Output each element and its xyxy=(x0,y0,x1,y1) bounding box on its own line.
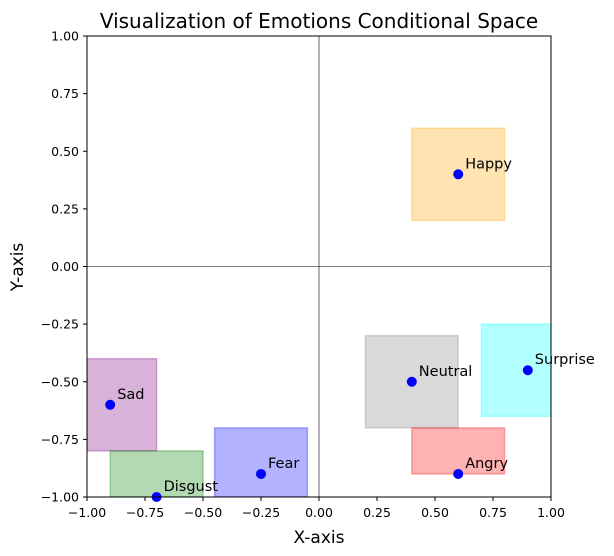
x-tick-label: 0.25 xyxy=(363,505,391,520)
x-tick-label: −0.75 xyxy=(126,505,164,520)
y-tick-label: −0.50 xyxy=(41,374,79,389)
x-tick-label: −1.00 xyxy=(68,505,106,520)
x-tick-label: 0.75 xyxy=(479,505,507,520)
x-tick-label: −0.50 xyxy=(184,505,222,520)
region-fear xyxy=(213,427,309,497)
region-neutral xyxy=(364,334,459,429)
chart-title: Visualization of Emotions Conditional Sp… xyxy=(100,9,538,33)
y-tick-label: −0.75 xyxy=(41,432,79,447)
plot-area: Happy Sad Disgust Fear Neutral Surprise Angry −… xyxy=(41,29,595,521)
region-disgust xyxy=(109,450,204,497)
plot-inner xyxy=(87,36,551,497)
region-angry xyxy=(411,427,506,475)
y-tick-label: −0.25 xyxy=(41,317,79,332)
region-sad xyxy=(87,357,158,452)
point-sad xyxy=(105,399,116,410)
x-tick-label: −0.25 xyxy=(242,505,280,520)
point-label-fear: Fear xyxy=(268,456,299,472)
x-axis-label: X-axis xyxy=(294,528,345,548)
region-surprise xyxy=(480,323,551,418)
y-tick-label: 0.00 xyxy=(51,259,79,274)
x-tick-label: 1.00 xyxy=(537,505,565,520)
point-angry xyxy=(453,468,464,479)
y-tick-label: −1.00 xyxy=(41,490,79,505)
y-tick-label: 0.75 xyxy=(51,86,79,101)
point-label-surprise: Surprise xyxy=(535,352,595,368)
y-axis-label: Y-axis xyxy=(8,243,28,293)
point-happy xyxy=(453,169,464,180)
point-label-disgust: Disgust xyxy=(164,479,219,495)
y-tick-label: 1.00 xyxy=(51,29,79,44)
x-tick-label: 0.50 xyxy=(421,505,449,520)
point-label-angry: Angry xyxy=(465,456,508,472)
point-fear xyxy=(256,468,266,479)
point-label-happy: Happy xyxy=(465,156,512,172)
y-tick-label: 0.50 xyxy=(51,144,79,159)
point-label-neutral: Neutral xyxy=(419,364,473,380)
y-tick-label: 0.25 xyxy=(51,201,79,216)
point-surprise xyxy=(522,365,533,376)
point-neutral xyxy=(406,376,417,387)
x-tick-label: 0.00 xyxy=(305,505,333,520)
point-label-sad: Sad xyxy=(117,387,144,403)
